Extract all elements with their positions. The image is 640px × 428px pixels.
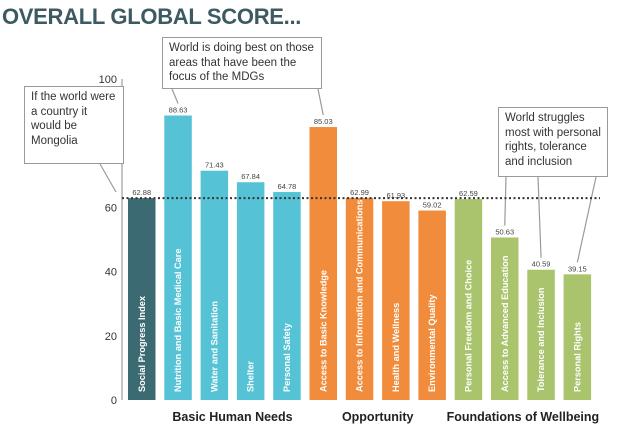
group-labels: Basic Human Needs Opportunity Foundations …	[172, 410, 599, 424]
category-label: Water and Sanitation	[209, 301, 219, 392]
category-label: Shelter	[246, 360, 256, 392]
category-label: Access to Basic Knowledge	[318, 270, 328, 392]
callout-rights: World struggles most with personal right…	[498, 107, 608, 177]
category-label: Environmental Quality	[427, 294, 437, 392]
group-label: Opportunity	[342, 410, 414, 424]
y-tick-label: 60	[105, 202, 117, 214]
category-label: Personal Freedom and Choice	[463, 260, 473, 392]
leader-mdgs-nutrition	[171, 88, 179, 104]
callout-mdgs: World is doing best on those areas that …	[162, 37, 322, 89]
leader-rights-tolerance	[537, 176, 542, 258]
page-title: OVERALL GLOBAL SCORE...	[2, 4, 302, 29]
leader-rights-personal	[576, 176, 597, 263]
category-label: Personal Safety	[282, 322, 292, 392]
value-label: 61.93	[386, 191, 405, 200]
bar	[236, 182, 265, 400]
bar	[418, 210, 446, 400]
y-tick-label: 20	[105, 331, 117, 343]
value-label: 85.03	[314, 117, 333, 126]
value-labels: 62.88 88.63 71.43 67.84 64.78 85.03 62.99 61.93…	[132, 105, 586, 273]
y-tick-label: 40	[105, 267, 117, 279]
callout-leaders	[99, 88, 597, 263]
callout-mongolia: If the world were a country it would be …	[24, 86, 124, 164]
bar	[309, 127, 337, 400]
bar	[200, 170, 229, 400]
leader-rights-education	[504, 176, 507, 226]
category-labels: Social Progress Index Nutrition and Basic…	[137, 200, 583, 392]
value-label: 88.63	[169, 105, 188, 114]
value-label: 62.99	[350, 188, 369, 197]
y-tick-label: 0	[111, 395, 117, 407]
category-label: Tolerance and Inclusion	[536, 287, 546, 392]
group-label: Foundations of Wellbeing	[447, 410, 600, 424]
value-label: 40.59	[532, 260, 551, 269]
bar	[345, 197, 374, 400]
bar	[128, 198, 156, 400]
leader-mdgs-knowledge	[317, 88, 324, 116]
category-label: Social Progress Index	[137, 295, 147, 392]
bar	[563, 274, 592, 400]
category-label: Nutrition and Basic Medical Care	[173, 249, 183, 392]
category-label: Access to Advanced Education	[500, 255, 510, 392]
bar	[164, 115, 192, 400]
category-label: Access to Information and Communications	[355, 200, 365, 392]
value-label: 59.02	[423, 201, 442, 210]
leader-mongolia	[99, 163, 117, 193]
group-label: Basic Human Needs	[172, 410, 292, 424]
bars	[128, 115, 592, 400]
value-label: 67.84	[241, 172, 260, 181]
bar	[454, 199, 483, 400]
category-label: Health and Wellness	[391, 303, 401, 392]
bar	[273, 192, 301, 400]
bar	[527, 269, 555, 400]
category-label: Personal Rights	[572, 322, 582, 392]
value-label: 62.88	[132, 188, 151, 197]
value-label: 64.78	[278, 182, 297, 191]
y-axis: 020406080100	[99, 74, 123, 407]
bar	[382, 201, 410, 400]
bar	[491, 237, 519, 400]
value-label: 62.59	[459, 189, 478, 198]
callout-mdgs-text: World is doing best on those areas that …	[169, 42, 314, 83]
value-label: 50.63	[495, 227, 514, 236]
value-label: 39.15	[568, 264, 587, 273]
value-label: 71.43	[205, 161, 224, 170]
y-tick-label: 100	[99, 74, 117, 86]
